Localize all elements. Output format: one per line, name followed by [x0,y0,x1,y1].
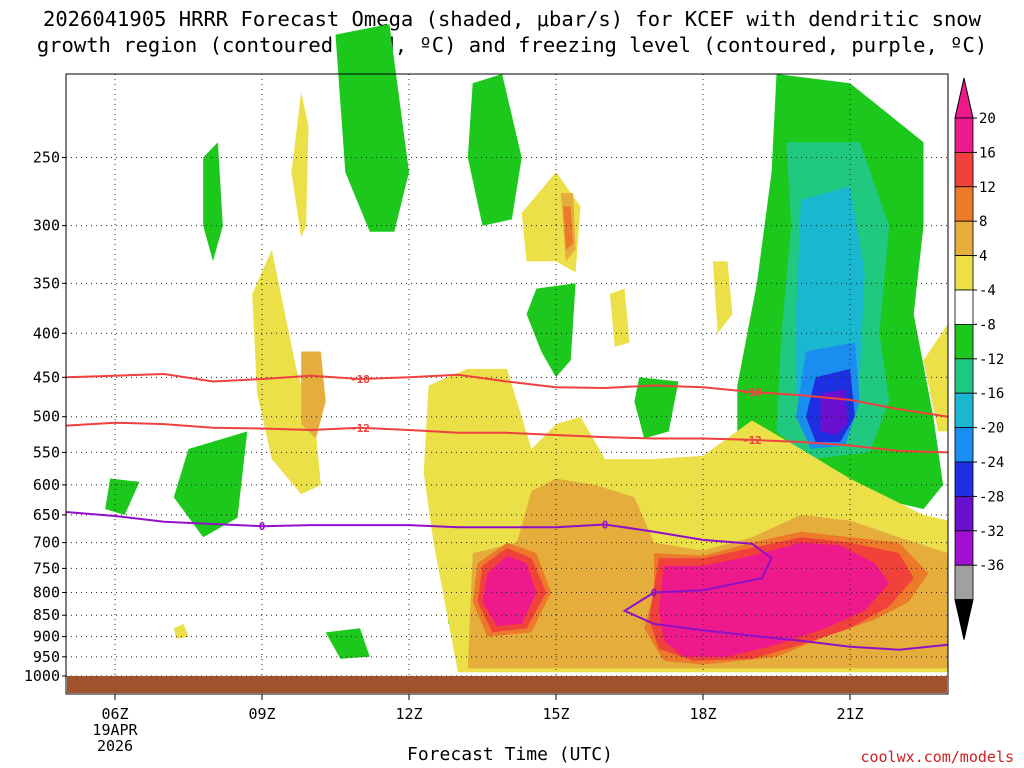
omega-region--8 [526,283,576,378]
colorbar-label: -36 [979,558,1004,574]
y-tick-label-400: 400 [33,324,60,342]
y-tick-label-450: 450 [33,368,60,386]
colorbar-label: -24 [979,455,1004,471]
colorbar-label: -28 [979,489,1004,505]
omega-region--8 [173,431,248,538]
colorbar-label: -4 [979,283,996,299]
colorbar-swatch [954,289,974,325]
colorbar-bottom-arrow [954,599,974,640]
colorbar-label: 8 [979,214,987,230]
y-tick-label-500: 500 [33,408,60,426]
colorbar-swatch [954,151,974,188]
x-tick-label-21Z: 21Z [836,705,863,723]
omega-region-20 [482,555,537,627]
colorbar-swatch [954,358,974,394]
x-tick-label-06Z: 06Z [101,705,128,723]
colorbar-label: -32 [979,524,1004,540]
omega-region-12 [563,206,574,250]
y-tick-label-300: 300 [33,217,60,235]
colorbar-label: 20 [979,111,996,127]
x-axis-label: Forecast Time (UTC) [407,744,613,765]
colorbar-label: -20 [979,421,1004,437]
chart-title: 2026041905 HRRR Forecast Omega (shaded, … [0,6,1024,58]
title-line-2: growth region (contoured, red, ºC) and f… [36,33,988,57]
colorbar-swatch [954,564,974,601]
omega-region-8 [301,351,326,439]
colorbar-label: 16 [979,145,996,161]
colorbar-swatch [954,323,974,360]
omega-region--8 [634,377,679,439]
omega-region--8 [467,74,522,226]
colorbar-label: 4 [979,249,987,265]
contour-label: 0 [602,519,609,532]
contour-label: -18 [350,373,370,386]
y-tick-label-1000: 1000 [24,667,60,685]
omega-region--8 [325,628,370,659]
y-tick-label-950: 950 [33,648,60,666]
omega-region-4 [252,249,321,495]
omega-region--28 [820,389,848,435]
colorbar-label: -8 [979,317,996,333]
y-tick-label-700: 700 [33,534,60,552]
colorbar-label: 12 [979,180,996,196]
credit-text: coolwx.com/models [860,748,1014,766]
contour-label: -12 [350,422,370,435]
colorbar: 20 16 12 8 4 -4 -8 -12 -16 -20 -24 -28 -32 -36 [954,77,1004,640]
colorbar-swatch [954,427,974,463]
y-tick-label-900: 900 [33,628,60,646]
colorbar-swatch [954,186,974,222]
colorbar-swatch [954,255,974,291]
x-tick-label-15Z: 15Z [542,705,569,723]
omega-region-4 [173,623,189,639]
x-tick-label-09Z: 09Z [248,705,275,723]
contour-label: -18 [742,386,762,399]
contour-label: -12 [742,434,762,447]
colorbar-swatch [954,117,974,153]
omega-region-4 [609,288,630,347]
y-tick-label-650: 650 [33,506,60,524]
contour-label: 0 [259,520,266,533]
contour-line [65,511,949,651]
colorbar-top-arrow [954,77,974,119]
y-tick-label-600: 600 [33,476,60,494]
x-date-line-2: 2026 [97,737,133,755]
y-tick-label-550: 550 [33,443,60,461]
omega-region--8 [105,478,140,515]
colorbar-swatch [954,461,974,497]
y-axis-ticks: 250 300 350 400 450 500 550 600 650 700 750 800 850 9… [24,148,66,685]
y-tick-label-850: 850 [33,606,60,624]
ground-fill [67,676,947,693]
omega-region-20 [658,542,890,657]
title-line-1: 2026041905 HRRR Forecast Omega (shaded, … [43,7,981,31]
contour-line [65,372,949,418]
omega-region-4 [712,261,733,334]
omega-region-4 [923,323,948,432]
colorbar-label: -12 [979,352,1004,368]
y-tick-label-350: 350 [33,274,60,292]
y-tick-label-750: 750 [33,559,60,577]
omega-shading [105,24,948,673]
omega-region--8 [335,24,409,232]
temperature-contours: -18 -18 -12 -12 0 0 0 [65,372,949,651]
colorbar-swatch [954,392,974,429]
omega-region-4 [291,92,309,238]
x-tick-label-12Z: 12Z [395,705,422,723]
x-date-line-1: 19APR [92,721,138,739]
ground-surface [67,676,947,693]
plot-frame [65,73,949,695]
y-tick-label-250: 250 [33,148,60,166]
contour-label: 0 [651,587,658,600]
colorbar-swatch [954,495,974,532]
colorbar-swatch [954,530,974,566]
x-tick-label-18Z: 18Z [689,705,716,723]
omega-region--8 [203,142,223,262]
colorbar-swatch [954,220,974,256]
y-tick-label-800: 800 [33,584,60,602]
contour-line [65,421,949,454]
colorbar-label: -16 [979,386,1004,402]
